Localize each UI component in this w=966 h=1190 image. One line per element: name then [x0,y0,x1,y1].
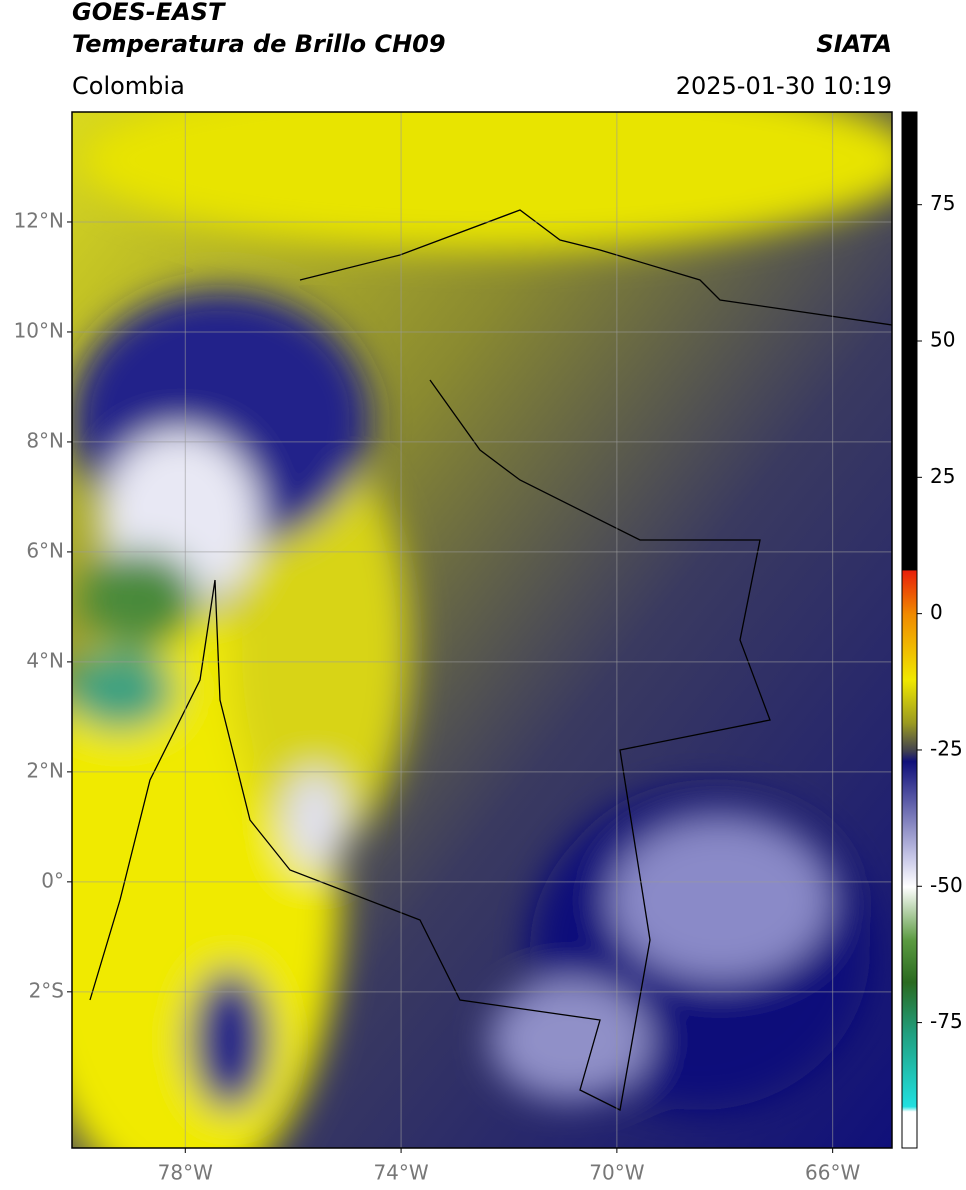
datetime: 2025-01-30 10:19 [676,72,892,100]
colorbar-tick-label: 50 [930,328,955,352]
source: SIATA [816,30,892,58]
colorbar-tick-label: 0 [930,600,943,624]
lat-tick-label: 0° [41,868,64,892]
satellite: GOES-EAST [72,0,226,26]
colorbar-tick-label: -50 [930,873,963,897]
lon-tick-label: 74°W [373,1161,428,1185]
lat-tick-label: 6°N [26,538,64,562]
colorbar [901,111,918,1149]
lat-tick-label: 8°N [26,428,64,452]
colorbar-tick-label: -75 [930,1009,963,1033]
map-frame [71,111,893,1149]
lat-tick-label: 2°N [26,758,64,782]
satellite-image [72,112,892,1148]
colorbar-tick-label: 75 [930,191,955,215]
region: Colombia [72,72,185,100]
lon-tick-label: 70°W [589,1161,644,1185]
product-title: Temperatura de Brillo CH09 [72,30,446,58]
lat-tick-label: 2°S [29,978,64,1002]
lon-tick-label: 78°W [158,1161,213,1185]
lat-tick-label: 4°N [26,648,64,672]
lat-tick-label: 12°N [14,208,64,232]
lon-tick-label: 66°W [805,1161,860,1185]
lat-tick-label: 10°N [14,318,64,342]
colorbar-tick-label: -25 [930,736,963,760]
colorbar-tick-label: 25 [930,464,955,488]
